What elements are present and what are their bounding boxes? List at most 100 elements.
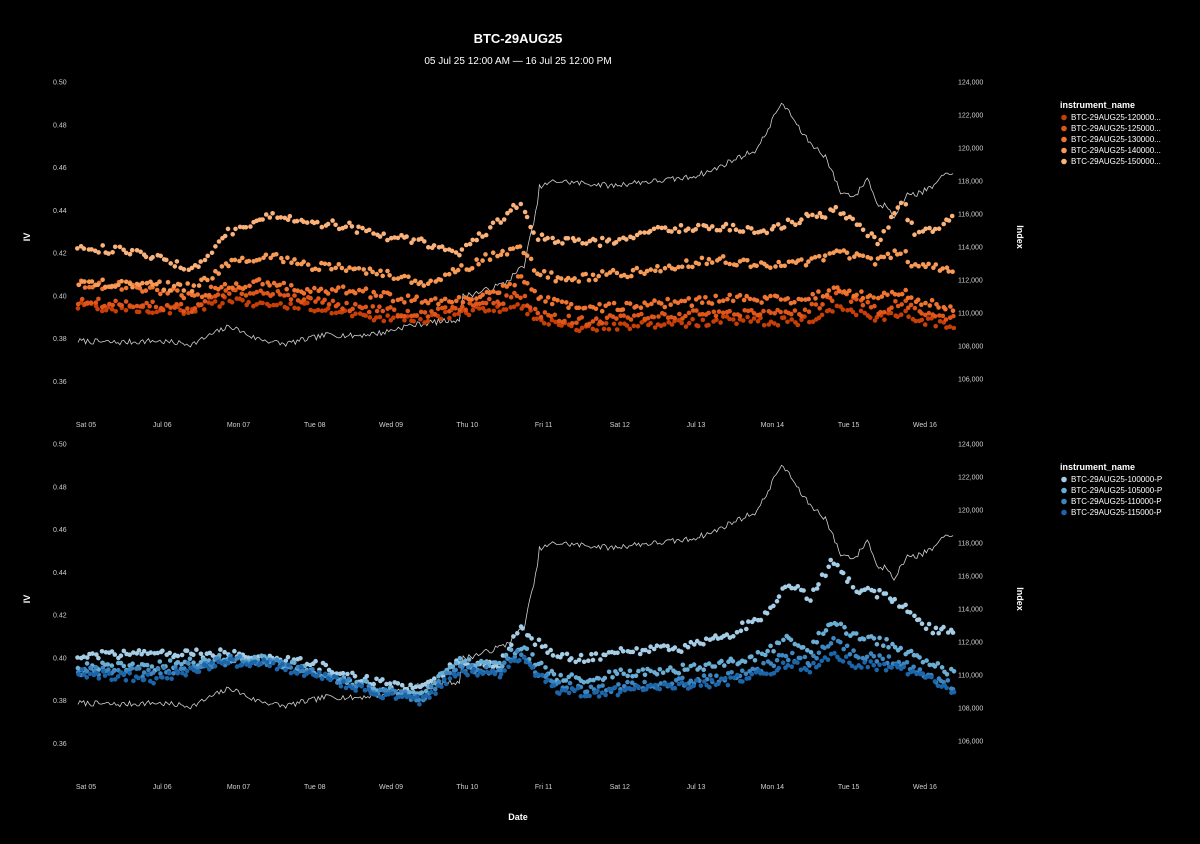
y-axis-title: IV <box>22 595 32 604</box>
data-point <box>847 652 853 657</box>
data-point <box>456 671 461 677</box>
data-point <box>950 630 956 635</box>
data-point <box>82 279 87 284</box>
data-point <box>806 259 811 264</box>
data-point <box>834 303 840 309</box>
data-point <box>610 314 616 320</box>
data-point <box>814 656 819 661</box>
index-line <box>77 464 954 710</box>
data-point <box>717 299 722 304</box>
data-point <box>590 319 596 324</box>
data-point <box>754 298 760 303</box>
data-point <box>314 674 320 679</box>
data-point <box>167 658 173 663</box>
data-point <box>283 667 288 673</box>
chart-subtitle: 05 Jul 25 12:00 AM — 16 Jul 25 12:00 PM <box>424 56 611 67</box>
data-point <box>903 308 908 314</box>
data-point <box>557 691 562 696</box>
data-point <box>161 287 167 293</box>
data-point <box>388 305 393 310</box>
data-point <box>587 238 593 244</box>
data-point <box>103 284 108 290</box>
data-point <box>582 305 588 311</box>
data-point <box>776 665 782 671</box>
data-point <box>723 675 728 681</box>
legend-swatch <box>1061 498 1067 505</box>
data-point <box>634 646 639 651</box>
series-points <box>75 294 957 334</box>
data-point <box>697 665 703 670</box>
data-point <box>822 215 828 220</box>
data-point <box>908 302 914 308</box>
data-point <box>941 221 946 227</box>
data-point <box>696 222 701 228</box>
data-point <box>826 288 832 293</box>
data-point <box>943 317 949 322</box>
data-point <box>772 311 777 316</box>
data-point <box>776 594 782 599</box>
data-point <box>615 650 620 656</box>
data-point <box>243 225 249 230</box>
data-point <box>879 294 885 299</box>
x-tick-label: Tue 08 <box>304 422 326 429</box>
data-point <box>535 310 541 316</box>
data-point <box>886 225 891 230</box>
data-point <box>232 648 237 654</box>
data-point <box>169 676 174 681</box>
data-point <box>218 647 223 652</box>
data-point <box>366 687 372 692</box>
data-point <box>888 310 894 316</box>
y2-tick-label: 116,000 <box>958 573 983 580</box>
data-point <box>838 639 843 645</box>
data-point <box>716 681 721 687</box>
data-point <box>758 617 764 623</box>
data-point <box>123 308 129 313</box>
data-point <box>805 213 811 219</box>
data-point <box>239 662 245 668</box>
data-point <box>447 676 453 681</box>
data-point <box>654 671 660 677</box>
panel-puts: 0.500.480.460.440.420.400.380.36124,0001… <box>22 442 1162 792</box>
data-point <box>436 301 441 307</box>
data-point <box>167 670 172 676</box>
data-point <box>205 253 210 259</box>
y2-tick-label: 110,000 <box>958 310 983 317</box>
data-point <box>714 227 720 233</box>
data-point <box>95 282 101 288</box>
data-point <box>624 686 630 691</box>
data-point <box>508 208 513 213</box>
data-point <box>583 271 588 277</box>
data-point <box>706 661 712 666</box>
data-point <box>267 215 273 220</box>
y-tick-label: 0.40 <box>53 293 67 300</box>
data-point <box>606 327 612 332</box>
data-point <box>734 262 739 268</box>
data-point <box>186 291 191 296</box>
data-point <box>84 675 90 680</box>
data-point <box>875 295 881 301</box>
data-point <box>222 659 227 664</box>
x-tick-label: Fri 11 <box>535 784 552 791</box>
data-point <box>790 650 795 656</box>
data-point <box>236 285 242 290</box>
y2-tick-label: 122,000 <box>958 112 983 119</box>
data-point <box>860 302 866 308</box>
y2-tick-label: 120,000 <box>958 145 983 152</box>
data-point <box>764 230 770 236</box>
data-point <box>676 264 681 270</box>
data-point <box>912 613 917 619</box>
data-point <box>773 264 778 269</box>
data-point <box>325 306 331 311</box>
data-point <box>442 296 448 302</box>
data-point <box>527 305 533 310</box>
data-point <box>933 323 938 329</box>
data-point <box>814 586 820 591</box>
data-point <box>789 311 794 317</box>
data-point <box>100 243 105 248</box>
data-point <box>951 669 957 674</box>
data-point <box>720 298 726 304</box>
y2-axis-title: Index <box>1015 587 1025 611</box>
data-point <box>630 267 636 273</box>
data-point <box>916 617 922 622</box>
data-point <box>341 679 346 684</box>
